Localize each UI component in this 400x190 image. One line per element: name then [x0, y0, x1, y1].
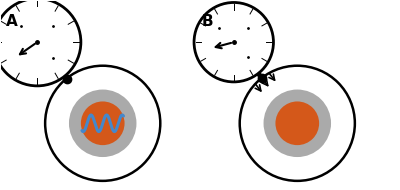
Circle shape: [45, 66, 160, 181]
Circle shape: [194, 2, 274, 82]
Circle shape: [0, 0, 81, 86]
Text: A: A: [6, 14, 17, 29]
Text: B: B: [202, 14, 214, 29]
Circle shape: [276, 101, 319, 145]
Circle shape: [69, 89, 136, 157]
Circle shape: [81, 101, 124, 145]
Circle shape: [264, 89, 331, 157]
Circle shape: [240, 66, 355, 181]
